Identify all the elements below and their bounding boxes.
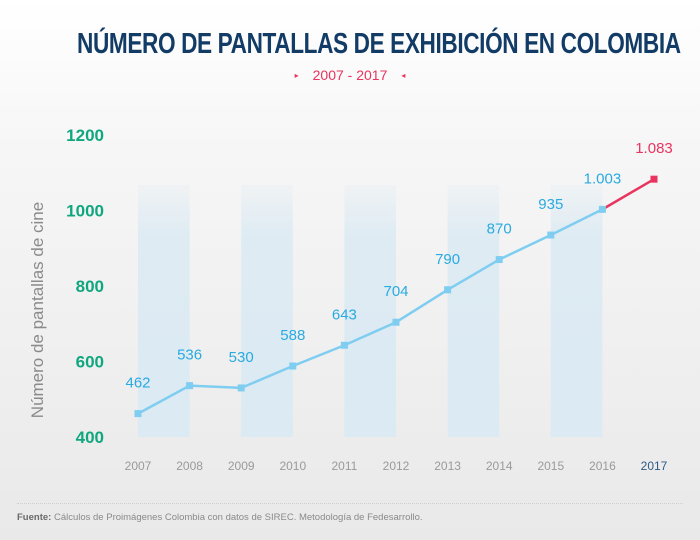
x-tick-label: 2010 xyxy=(279,459,306,473)
stripe-2007-2008 xyxy=(138,185,190,437)
data-label: 536 xyxy=(177,347,202,364)
stripe-2013-2014 xyxy=(447,185,500,437)
data-point xyxy=(340,341,348,349)
x-tick-label: 2014 xyxy=(486,459,513,473)
chart-title: NÚMERO DE PANTALLAS DE EXHIBICIÓN EN COL… xyxy=(77,28,681,60)
data-points xyxy=(134,175,658,418)
data-label: 588 xyxy=(280,327,305,344)
source-note: Fuente: Cálculos de Proimágenes Colombia… xyxy=(17,512,423,523)
data-point xyxy=(650,175,658,183)
background-stripes xyxy=(138,185,603,437)
x-tick-label: 2013 xyxy=(434,459,461,473)
y-axis-ticks: 1200 1000 800 600 400 xyxy=(66,126,104,447)
data-point xyxy=(495,256,503,264)
x-tick-label: 2009 xyxy=(228,459,255,473)
data-labels: 462 536 530 588 643 704 790 870 935 1.003 1.083 xyxy=(125,140,672,391)
data-point xyxy=(134,410,142,418)
series-lines xyxy=(137,178,655,415)
data-label: 462 xyxy=(125,375,150,392)
highlight-segment xyxy=(601,178,655,211)
stripe-2011-2012 xyxy=(344,185,396,437)
data-label: 704 xyxy=(383,283,408,300)
arrow-left-icon: ◂ xyxy=(401,71,406,80)
x-tick-label: 2011 xyxy=(331,459,357,473)
data-label: 1.003 xyxy=(584,170,622,187)
y-tick-label: 1000 xyxy=(66,202,104,221)
data-label: 1.083 xyxy=(635,140,673,157)
subtitle-text: 2007 - 2017 xyxy=(312,67,388,83)
data-label: 643 xyxy=(332,306,357,323)
x-tick-label: 2012 xyxy=(383,459,410,473)
x-axis-ticks: 2007 2008 2009 2010 2011 2012 2013 2014 2015 2016… xyxy=(125,459,668,473)
x-tick-label: 2007 xyxy=(125,459,152,473)
x-tick-label: 2017 xyxy=(641,459,668,473)
stripe-2009-2010 xyxy=(241,185,293,437)
data-point xyxy=(598,205,606,213)
data-point xyxy=(444,286,452,294)
data-point xyxy=(186,382,194,390)
data-point xyxy=(547,231,555,239)
source-label: Fuente: xyxy=(17,512,52,523)
x-tick-label: 2008 xyxy=(176,459,203,473)
y-tick-label: 400 xyxy=(76,428,104,447)
stripe-2015-2016 xyxy=(550,185,603,437)
source-text: Cálculos de Proimágenes Colombia con dat… xyxy=(51,512,423,523)
arrow-right-icon: ▸ xyxy=(294,71,299,80)
data-point xyxy=(392,318,400,326)
chart-subtitle: ▸ 2007 - 2017 ◂ xyxy=(0,67,700,83)
x-tick-label: 2016 xyxy=(589,459,616,473)
data-label: 790 xyxy=(435,251,460,268)
data-point xyxy=(237,384,245,392)
data-label: 870 xyxy=(487,221,512,238)
data-label: 935 xyxy=(538,196,563,213)
data-point xyxy=(289,362,297,370)
y-tick-label: 1200 xyxy=(66,126,104,145)
x-tick-label: 2015 xyxy=(537,459,564,473)
data-label: 530 xyxy=(229,349,254,366)
y-tick-label: 600 xyxy=(76,353,104,372)
series-line xyxy=(137,208,603,415)
y-tick-label: 800 xyxy=(76,277,104,296)
footer-divider xyxy=(17,503,683,504)
